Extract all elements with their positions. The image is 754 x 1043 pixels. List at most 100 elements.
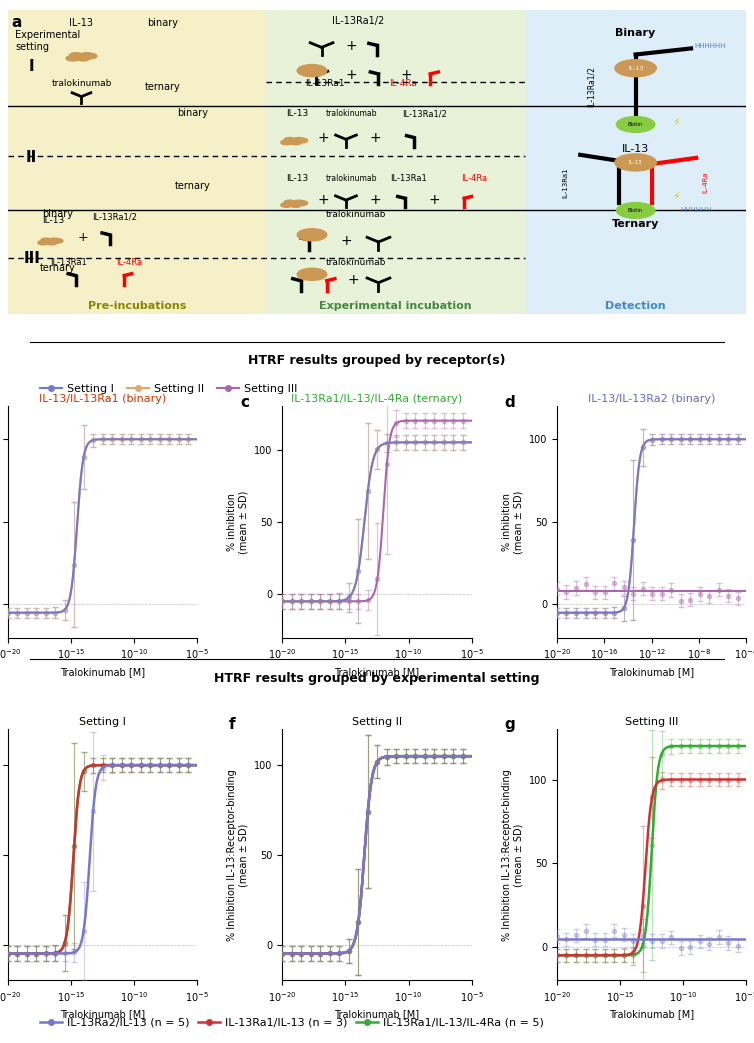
- Text: IL-13Ra1/2: IL-13Ra1/2: [333, 16, 385, 26]
- Circle shape: [80, 53, 93, 58]
- Y-axis label: % inhibition
(mean ± SD): % inhibition (mean ± SD): [501, 490, 523, 554]
- Circle shape: [615, 59, 656, 77]
- Text: +: +: [345, 40, 357, 53]
- Text: ternary: ternary: [174, 181, 210, 191]
- Circle shape: [297, 65, 326, 77]
- Text: IL-13: IL-13: [42, 216, 65, 224]
- Text: HHHHHH: HHHHHH: [680, 207, 712, 213]
- Title: Setting III: Setting III: [625, 718, 679, 727]
- Circle shape: [296, 138, 308, 143]
- Text: tralokinumab: tralokinumab: [326, 210, 387, 219]
- Circle shape: [284, 200, 296, 204]
- Text: +: +: [429, 193, 440, 207]
- Circle shape: [293, 200, 305, 204]
- Text: IL-13Ra1: IL-13Ra1: [562, 167, 569, 197]
- Text: IL-13Ra1/2: IL-13Ra1/2: [403, 110, 447, 118]
- X-axis label: Tralokinumab [M]: Tralokinumab [M]: [609, 1010, 694, 1019]
- Circle shape: [77, 55, 90, 60]
- Circle shape: [41, 238, 51, 242]
- Text: IL-4Ra: IL-4Ra: [389, 79, 417, 88]
- Text: binary: binary: [176, 108, 208, 118]
- Circle shape: [280, 140, 292, 145]
- Circle shape: [615, 154, 656, 171]
- Text: tralokinumab: tralokinumab: [326, 174, 377, 184]
- Text: IL-13Ra1: IL-13Ra1: [305, 79, 345, 88]
- Title: IL-13/IL-13Ra2 (binary): IL-13/IL-13Ra2 (binary): [588, 394, 716, 404]
- Circle shape: [290, 140, 302, 145]
- X-axis label: Tralokinumab [M]: Tralokinumab [M]: [335, 1010, 419, 1019]
- Circle shape: [50, 238, 60, 242]
- Circle shape: [66, 55, 79, 60]
- Circle shape: [297, 268, 326, 281]
- Legend: IL-13Ra2/IL-13 (n = 5), IL-13Ra1/IL-13 (n = 3), IL-13Ra1/IL-13/IL-4Ra (n = 5): IL-13Ra2/IL-13 (n = 5), IL-13Ra1/IL-13 (…: [35, 1014, 548, 1033]
- Circle shape: [52, 239, 63, 243]
- Text: IL-4Ra: IL-4Ra: [703, 171, 709, 193]
- Title: Setting I: Setting I: [79, 718, 126, 727]
- Title: IL-13/IL-13Ra1 (binary): IL-13/IL-13Ra1 (binary): [38, 394, 166, 404]
- Text: +: +: [369, 193, 382, 207]
- Bar: [266, 10, 525, 314]
- X-axis label: Tralokinumab [M]: Tralokinumab [M]: [60, 1010, 145, 1019]
- Text: +: +: [340, 234, 352, 248]
- Text: Detection: Detection: [605, 301, 666, 311]
- Circle shape: [617, 117, 654, 132]
- Circle shape: [47, 241, 57, 245]
- Circle shape: [296, 200, 308, 205]
- Text: d: d: [504, 394, 515, 410]
- Circle shape: [284, 138, 296, 142]
- Text: +: +: [318, 130, 329, 145]
- Circle shape: [280, 202, 292, 208]
- X-axis label: Tralokinumab [M]: Tralokinumab [M]: [60, 666, 145, 677]
- Text: IL-13: IL-13: [69, 18, 93, 27]
- Text: tralokinumab: tralokinumab: [326, 110, 377, 118]
- Text: Pre-incubations: Pre-incubations: [87, 301, 186, 311]
- Text: binary: binary: [147, 18, 178, 27]
- Text: +: +: [345, 68, 357, 82]
- Y-axis label: % Inhibition IL-13:Receptor-binding
(mean ± SD): % Inhibition IL-13:Receptor-binding (mea…: [227, 769, 249, 941]
- Circle shape: [297, 228, 326, 241]
- Title: Setting II: Setting II: [352, 718, 402, 727]
- Text: +: +: [318, 193, 329, 207]
- Y-axis label: % Inhibition IL-13:Receptor-binding
(mean ± SD): % Inhibition IL-13:Receptor-binding (mea…: [501, 769, 523, 941]
- Circle shape: [293, 138, 305, 142]
- Text: HTRF results grouped by receptor(s): HTRF results grouped by receptor(s): [248, 354, 506, 367]
- Text: Biotin: Biotin: [628, 208, 643, 213]
- Text: III: III: [24, 250, 41, 266]
- Text: Ternary: Ternary: [612, 219, 659, 228]
- Text: g: g: [504, 717, 515, 732]
- Text: HHHHHH: HHHHHH: [694, 44, 726, 49]
- Text: IL-4Ra: IL-4Ra: [461, 174, 488, 184]
- Text: +: +: [400, 68, 412, 82]
- Y-axis label: % inhibition
(mean ± SD): % inhibition (mean ± SD): [227, 490, 249, 554]
- Text: IL-13: IL-13: [629, 160, 642, 165]
- X-axis label: Tralokinumab [M]: Tralokinumab [M]: [335, 666, 419, 677]
- Text: a: a: [11, 15, 22, 30]
- Title: IL-13Ra1/IL-13/IL-4Ra (ternary): IL-13Ra1/IL-13/IL-4Ra (ternary): [291, 394, 463, 404]
- Text: IL-13Ra1: IL-13Ra1: [390, 174, 427, 184]
- Bar: [525, 10, 746, 314]
- Text: ternary: ternary: [145, 82, 181, 92]
- Text: IL-13Ra1: IL-13Ra1: [50, 259, 87, 267]
- Circle shape: [84, 53, 97, 58]
- Legend: Setting I, Setting II, Setting III: Setting I, Setting II, Setting III: [35, 380, 302, 398]
- Text: HTRF results grouped by experimental setting: HTRF results grouped by experimental set…: [214, 672, 540, 684]
- Text: IL-13Ra1/2: IL-13Ra1/2: [92, 213, 137, 221]
- Text: c: c: [241, 394, 250, 410]
- Text: ⚡: ⚡: [673, 118, 680, 128]
- Circle shape: [617, 202, 654, 218]
- Text: IL-13: IL-13: [628, 66, 643, 71]
- Text: f: f: [229, 717, 236, 732]
- Text: +: +: [369, 130, 382, 145]
- Text: I: I: [28, 59, 34, 74]
- Text: ⚡: ⚡: [673, 193, 680, 202]
- Text: II: II: [26, 150, 37, 166]
- Circle shape: [69, 53, 83, 58]
- Text: +: +: [78, 232, 88, 244]
- Text: IL-13: IL-13: [286, 110, 308, 118]
- Text: Binary: Binary: [615, 28, 656, 39]
- Text: +: +: [348, 273, 359, 288]
- Text: tralokinumab: tralokinumab: [51, 79, 112, 88]
- Text: IL-13: IL-13: [286, 174, 308, 184]
- Bar: [8, 10, 266, 314]
- Text: IL-13: IL-13: [622, 144, 649, 153]
